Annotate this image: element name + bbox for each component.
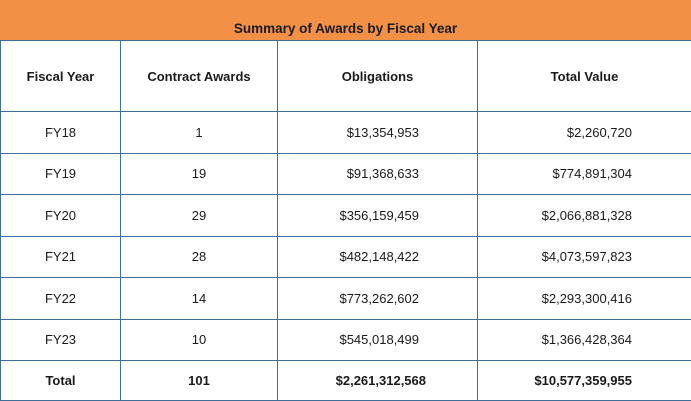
cell-total-value: $2,066,881,328 bbox=[478, 195, 691, 237]
cell-obligations: $773,262,602 bbox=[278, 278, 478, 320]
total-row: Total 101 $2,261,312,568 $10,577,359,955 bbox=[1, 361, 691, 401]
header-fiscal-year: Fiscal Year bbox=[1, 41, 121, 112]
table-row: FY21 28 $482,148,422 $4,073,597,823 bbox=[1, 236, 691, 278]
cell-contract-awards: 14 bbox=[121, 278, 278, 320]
total-obligations: $2,261,312,568 bbox=[278, 361, 478, 401]
table-row: FY22 14 $773,262,602 $2,293,300,416 bbox=[1, 278, 691, 320]
cell-obligations: $13,354,953 bbox=[278, 112, 478, 154]
table-row: FY20 29 $356,159,459 $2,066,881,328 bbox=[1, 195, 691, 237]
header-total-value: Total Value bbox=[478, 41, 691, 112]
total-value: $10,577,359,955 bbox=[478, 361, 691, 401]
table-title: Summary of Awards by Fiscal Year bbox=[234, 21, 457, 36]
cell-contract-awards: 10 bbox=[121, 319, 278, 361]
cell-obligations: $482,148,422 bbox=[278, 236, 478, 278]
cell-fiscal-year: FY21 bbox=[1, 236, 121, 278]
awards-table: Fiscal Year Contract Awards Obligations … bbox=[0, 40, 691, 401]
table-row: FY19 19 $91,368,633 $774,891,304 bbox=[1, 153, 691, 195]
cell-contract-awards: 28 bbox=[121, 236, 278, 278]
header-contract-awards: Contract Awards bbox=[121, 41, 278, 112]
cell-obligations: $356,159,459 bbox=[278, 195, 478, 237]
table-row: FY23 10 $545,018,499 $1,366,428,364 bbox=[1, 319, 691, 361]
table-row: FY18 1 $13,354,953 $2,260,720 bbox=[1, 112, 691, 154]
header-row: Fiscal Year Contract Awards Obligations … bbox=[1, 41, 691, 112]
cell-fiscal-year: FY19 bbox=[1, 153, 121, 195]
header-obligations: Obligations bbox=[278, 41, 478, 112]
cell-contract-awards: 29 bbox=[121, 195, 278, 237]
cell-total-value: $2,260,720 bbox=[478, 112, 691, 154]
cell-fiscal-year: FY18 bbox=[1, 112, 121, 154]
cell-obligations: $545,018,499 bbox=[278, 319, 478, 361]
table-title-bar: Summary of Awards by Fiscal Year bbox=[0, 0, 691, 40]
cell-fiscal-year: FY22 bbox=[1, 278, 121, 320]
cell-fiscal-year: FY23 bbox=[1, 319, 121, 361]
cell-fiscal-year: FY20 bbox=[1, 195, 121, 237]
cell-obligations: $91,368,633 bbox=[278, 153, 478, 195]
cell-total-value: $2,293,300,416 bbox=[478, 278, 691, 320]
total-contract-awards: 101 bbox=[121, 361, 278, 401]
cell-total-value: $1,366,428,364 bbox=[478, 319, 691, 361]
cell-contract-awards: 1 bbox=[121, 112, 278, 154]
cell-contract-awards: 19 bbox=[121, 153, 278, 195]
cell-total-value: $4,073,597,823 bbox=[478, 236, 691, 278]
cell-total-value: $774,891,304 bbox=[478, 153, 691, 195]
total-label: Total bbox=[1, 361, 121, 401]
